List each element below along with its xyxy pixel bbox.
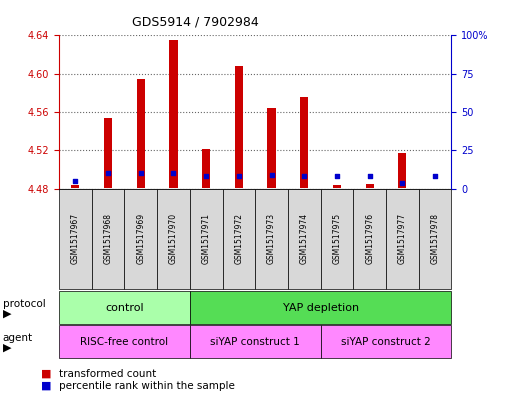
Text: GSM1517971: GSM1517971: [202, 213, 211, 264]
Text: GSM1517967: GSM1517967: [71, 213, 80, 264]
Text: GSM1517972: GSM1517972: [234, 213, 243, 264]
Text: ▶: ▶: [3, 342, 11, 353]
Text: ■: ■: [41, 381, 51, 391]
Point: [202, 173, 210, 180]
Text: siYAP construct 1: siYAP construct 1: [210, 336, 300, 347]
Text: GSM1517976: GSM1517976: [365, 213, 374, 264]
Point: [71, 178, 80, 184]
Point: [235, 173, 243, 180]
Text: GSM1517975: GSM1517975: [332, 213, 342, 264]
Text: transformed count: transformed count: [59, 369, 156, 379]
Bar: [333, 185, 341, 188]
Text: GSM1517978: GSM1517978: [430, 213, 440, 264]
Point: [431, 173, 439, 180]
Point: [333, 173, 341, 180]
Bar: [398, 153, 406, 188]
Bar: [300, 97, 308, 188]
Bar: [71, 185, 80, 188]
Bar: [104, 118, 112, 188]
Text: RISC-free control: RISC-free control: [81, 336, 168, 347]
Text: ■: ■: [41, 369, 51, 379]
Text: GSM1517970: GSM1517970: [169, 213, 178, 264]
Point: [104, 170, 112, 176]
Text: siYAP construct 2: siYAP construct 2: [341, 336, 431, 347]
Bar: [136, 79, 145, 188]
Text: control: control: [105, 303, 144, 312]
Text: percentile rank within the sample: percentile rank within the sample: [59, 381, 235, 391]
Text: ▶: ▶: [3, 309, 11, 318]
Text: agent: agent: [3, 332, 33, 343]
Bar: [169, 40, 177, 188]
Point: [300, 173, 308, 180]
Point: [366, 173, 374, 180]
Text: GSM1517977: GSM1517977: [398, 213, 407, 264]
Text: GSM1517973: GSM1517973: [267, 213, 276, 264]
Bar: [267, 108, 275, 188]
Text: GSM1517969: GSM1517969: [136, 213, 145, 264]
Point: [169, 170, 177, 176]
Point: [267, 172, 275, 178]
Point: [136, 170, 145, 176]
Bar: [366, 184, 374, 188]
Bar: [202, 149, 210, 188]
Text: YAP depletion: YAP depletion: [283, 303, 359, 312]
Text: GSM1517974: GSM1517974: [300, 213, 309, 264]
Point: [398, 179, 406, 185]
Text: GDS5914 / 7902984: GDS5914 / 7902984: [131, 16, 259, 29]
Text: GSM1517968: GSM1517968: [104, 213, 112, 264]
Bar: [235, 66, 243, 188]
Text: protocol: protocol: [3, 299, 45, 309]
